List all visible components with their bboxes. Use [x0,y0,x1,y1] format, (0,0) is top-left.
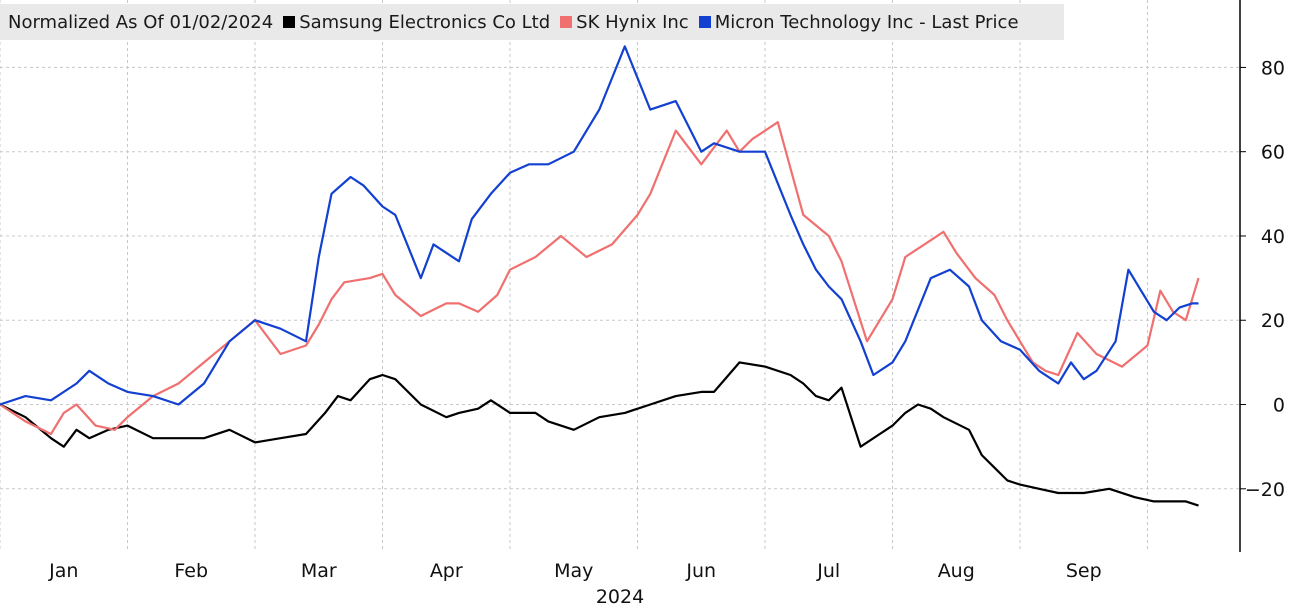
y-tick-label: 40 [1261,226,1285,248]
legend-item-sk-hynix: SK Hynix Inc [560,12,689,33]
x-tick-label-jul: Jul [816,560,840,582]
x-tick-label-feb: Feb [174,560,208,582]
series-line-samsung-electronics-co-ltd [0,361,1199,507]
x-tick-label-jan: Jan [48,560,78,582]
x-axis-year-label: 2024 [596,586,644,608]
series-group [0,45,1200,507]
y-tick-label: 80 [1261,57,1285,79]
x-tick-label-apr: Apr [430,560,463,582]
y-tick-label: 20 [1261,310,1285,332]
y-axis-ticks: 80 60 40 20 0 −20 [1240,57,1285,501]
legend-label-micron: Micron Technology Inc - Last Price [714,11,1019,33]
legend-swatch-sk-hynix [560,16,573,28]
x-axis-ticks: Jan Feb Mar Apr May Jun Jul Aug Sep [48,560,1102,582]
legend-swatch-micron [698,16,711,28]
x-tick-label-may: May [554,560,593,582]
x-tick-label-mar: Mar [301,560,337,582]
grid-lines [0,0,1240,552]
x-tick-label-jun: Jun [685,560,716,582]
y-tick-label: −20 [1245,479,1285,501]
legend-label-samsung: Samsung Electronics Co Ltd [299,11,551,33]
x-tick-label-sep: Sep [1066,560,1102,582]
y-tick-label: 60 [1261,142,1285,164]
legend-item-samsung: Samsung Electronics Co Ltd [283,12,550,33]
legend-label-sk-hynix: SK Hynix Inc [576,11,689,33]
legend-swatch-samsung [283,16,296,28]
legend-caption: Normalized As Of 01/02/2024 [8,11,274,33]
series-line-micron-technology-inc-last-price [0,45,1199,406]
legend: Normalized As Of 01/02/2024 Samsung Elec… [0,4,1064,40]
series-line-sk-hynix-inc [0,121,1200,436]
x-tick-label-aug: Aug [938,560,975,582]
y-tick-label: 0 [1273,395,1285,417]
legend-item-micron: Micron Technology Inc - Last Price [698,11,1019,33]
